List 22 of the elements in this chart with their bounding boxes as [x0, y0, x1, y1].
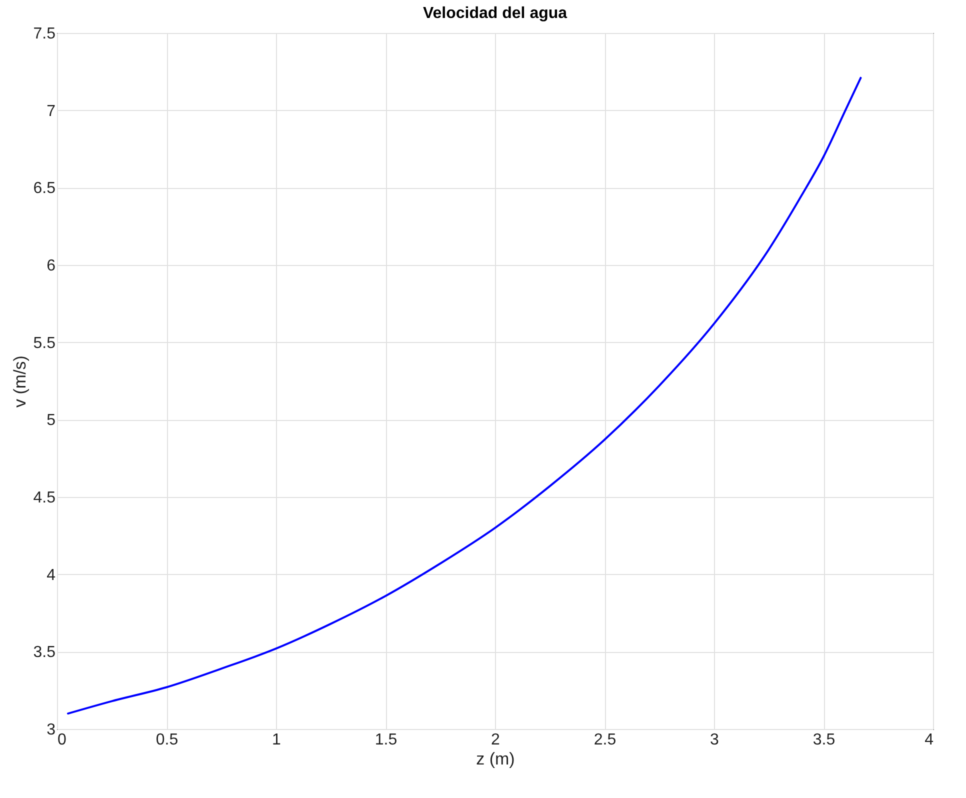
x-tick-label: 3.5 — [812, 732, 836, 748]
x-tick-label: 0 — [58, 732, 66, 748]
x-tick-label: 4 — [924, 732, 934, 748]
x-tick-label: 0.5 — [156, 732, 178, 748]
y-tick-label: 4.5 — [33, 490, 56, 506]
x-tick-label: 1 — [272, 732, 282, 748]
y-tick-label: 5 — [46, 412, 56, 430]
y-tick-label: 3.5 — [33, 644, 56, 662]
x-axis-title: z (m) — [476, 750, 515, 768]
x-tick-label: 3 — [710, 732, 720, 748]
y-tick-label: 6.5 — [33, 180, 56, 198]
x-tick-label: 2.5 — [594, 732, 616, 748]
y-axis-title: v (m/s) — [10, 356, 30, 408]
line-series — [66, 76, 862, 715]
y-tick-label: 5.5 — [33, 334, 56, 352]
y-tick-label: 6 — [46, 258, 56, 274]
y-tick-label: 7 — [46, 102, 56, 120]
chart-title: Velocidad del agua — [422, 5, 568, 22]
x-tick-label: 1.5 — [374, 732, 398, 748]
y-tick-label: 4 — [46, 566, 56, 584]
y-tick-label: 7.5 — [33, 26, 56, 42]
x-tick-label: 2 — [491, 732, 500, 748]
